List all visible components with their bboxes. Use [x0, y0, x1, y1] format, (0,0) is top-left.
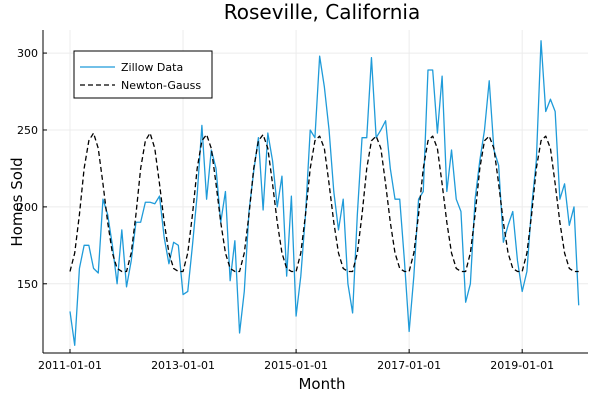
- x-tick-label: 2019-01-01: [490, 359, 554, 372]
- series-line-newton-gauss: [69, 132, 579, 273]
- x-tick-label: 2015-01-01: [264, 359, 328, 372]
- legend-label-zillow: Zillow Data: [121, 61, 183, 74]
- y-tick-label: 300: [17, 47, 38, 60]
- y-tick-label: 150: [17, 278, 38, 291]
- x-axis-label: Month: [298, 375, 345, 393]
- chart-title: Roseville, California: [224, 0, 420, 24]
- x-tick-label: 2013-01-01: [151, 359, 215, 372]
- legend-label-newton-gauss: Newton-Gauss: [121, 79, 201, 92]
- x-tick-label: 2017-01-01: [377, 359, 441, 372]
- ticks: 2011-01-01 2013-01-01 2015-01-01 2017-01-01…: [17, 47, 554, 372]
- legend-box: [73, 50, 213, 99]
- y-axis-label: Homes Sold: [8, 157, 26, 246]
- series-layer: [69, 40, 580, 346]
- y-tick-label: 250: [17, 124, 38, 137]
- legend: Zillow Data Newton-Gauss: [73, 50, 213, 99]
- x-tick-label: 2011-01-01: [38, 359, 102, 372]
- y-tick-label: 200: [17, 201, 38, 214]
- series-line-zillow-data: [69, 40, 580, 346]
